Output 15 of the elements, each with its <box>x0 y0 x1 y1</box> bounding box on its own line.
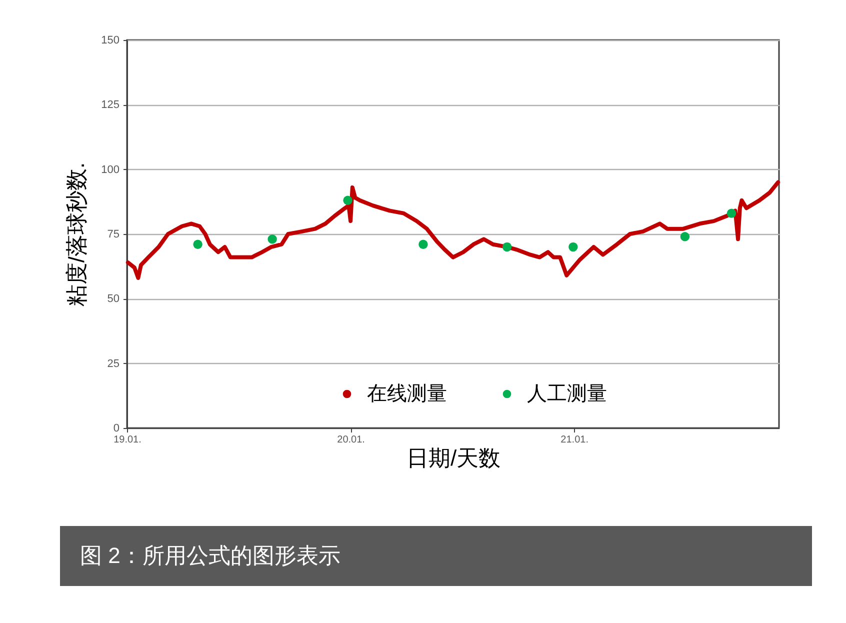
y-axis-title: 粘度/落球秒数. <box>64 162 90 307</box>
x-tick-label: 19.01. <box>114 434 142 446</box>
legend-label: 在线测量 <box>367 383 447 405</box>
x-tick-label: 20.01. <box>337 434 365 446</box>
caption: 图 2：所用公式的图形表示 <box>80 543 340 568</box>
y-tick-label: 100 <box>101 164 120 176</box>
x-tick-label: 21.01. <box>560 434 588 446</box>
y-tick-label: 0 <box>113 422 120 434</box>
y-tick-label: 150 <box>101 34 120 46</box>
y-tick-label: 50 <box>107 293 120 306</box>
legend-label: 人工测量 <box>527 383 607 405</box>
y-tick-label: 75 <box>107 228 120 240</box>
y-tick-label: 25 <box>107 358 120 370</box>
x-axis-title: 日期/天数 <box>406 446 501 470</box>
y-tick-label: 125 <box>101 99 120 112</box>
